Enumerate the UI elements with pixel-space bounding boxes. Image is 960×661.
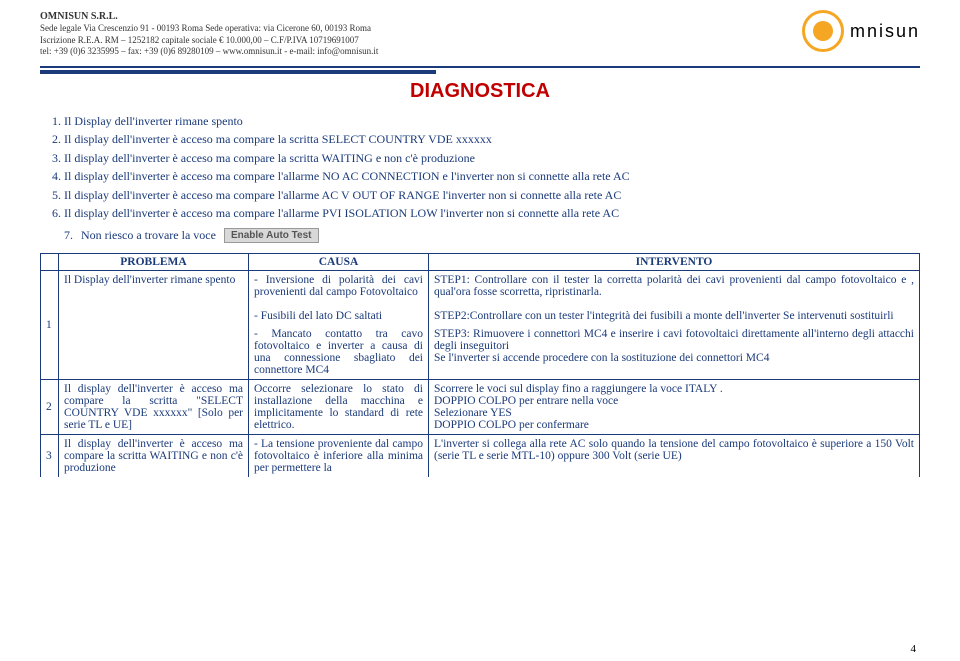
diagnostic-list: Il Display dell'inverter rimane spento I… [64,113,920,222]
row1-causa-a: - Inversione di polarità dei cavi proven… [254,274,423,298]
item7-text: Non riesco a trovare la voce [81,228,216,243]
th-intervento: INTERVENTO [429,254,920,271]
logo: mnisun [802,10,920,52]
row1-int-a: STEP1: Controllare con il tester la corr… [434,274,914,298]
divider-top [40,66,920,68]
enable-auto-test-button-image: Enable Auto Test [224,228,319,243]
row1-num: 1 [41,271,59,380]
company-line1: Sede legale Via Crescenzio 91 - 00193 Ro… [40,23,752,35]
diagnostic-table: PROBLEMA CAUSA INTERVENTO 1 Il Display d… [40,253,920,477]
table-row: 1 Il Display dell'inverter rimane spento… [41,271,920,326]
company-name: OMNISUN S.R.L. [40,10,752,23]
row2-num: 2 [41,380,59,435]
row1-int-c: STEP3: Rimuovere i connettori MC4 e inse… [434,328,914,352]
list-item-3: Il display dell'inverter è acceso ma com… [64,150,920,167]
table-row: 2 Il display dell'inverter è acceso ma c… [41,380,920,435]
list-item-1: Il Display dell'inverter rimane spento [64,113,920,130]
row1-causa-c: - Mancato contatto tra cavo fotovoltaico… [249,325,429,380]
letterhead: OMNISUN S.R.L. Sede legale Via Crescenzi… [40,10,920,58]
list-item-2: Il display dell'inverter è acceso ma com… [64,131,920,148]
row3-causa: - La tensione proveniente dal campo foto… [249,435,429,478]
th-problema: PROBLEMA [59,254,249,271]
company-line3: tel: +39 (0)6 3235995 – fax: +39 (0)6 89… [40,46,752,58]
list-item-4: Il display dell'inverter è acceso ma com… [64,168,920,185]
row3-num: 3 [41,435,59,478]
row1-problema: Il Display dell'inverter rimane spento [59,271,249,380]
logo-icon [802,10,844,52]
row2-int-b: DOPPIO COLPO per entrare nella voce [434,395,914,407]
th-num [41,254,59,271]
row2-causa: Occorre selezionare lo stato di installa… [249,380,429,435]
th-causa: CAUSA [249,254,429,271]
list-item-6: Il display dell'inverter è acceso ma com… [64,205,920,222]
row3-intervento: L'inverter si collega alla rete AC solo … [429,435,920,478]
item7-num: 7. [64,228,73,243]
company-line2: Iscrizione R.E.A. RM – 1252182 capitale … [40,35,752,47]
row1-intervento-c: STEP3: Rimuovere i connettori MC4 e inse… [429,325,920,380]
logo-text: mnisun [850,21,920,42]
row2-int-d: DOPPIO COLPO per confermare [434,419,914,431]
divider-thick [40,70,436,74]
row1-intervento: STEP1: Controllare con il tester la corr… [429,271,920,326]
row2-int-c: Selezionare YES [434,407,914,419]
row2-int-a: Scorrere le voci sul display fino a ragg… [434,383,914,395]
company-info: OMNISUN S.R.L. Sede legale Via Crescenzi… [40,10,752,58]
page-number: 4 [911,643,917,655]
row3-problema: Il display dell'inverter è acceso ma com… [59,435,249,478]
row1-int-c2: Se l'inverter si accende procedere con l… [434,352,914,364]
table-row: 3 Il display dell'inverter è acceso ma c… [41,435,920,478]
page-title: DIAGNOSTICA [40,80,920,103]
row1-int-b: STEP2:Controllare con un tester l'integr… [434,310,914,322]
list-item-7: 7. Non riesco a trovare la voce Enable A… [64,228,920,243]
list-item-5: Il display dell'inverter è acceso ma com… [64,187,920,204]
row2-problema: Il display dell'inverter è acceso ma com… [59,380,249,435]
row1-causa-b: - Fusibili del lato DC saltati [254,310,423,322]
table-header-row: PROBLEMA CAUSA INTERVENTO [41,254,920,271]
row1-causa: - Inversione di polarità dei cavi proven… [249,271,429,326]
row2-intervento: Scorrere le voci sul display fino a ragg… [429,380,920,435]
